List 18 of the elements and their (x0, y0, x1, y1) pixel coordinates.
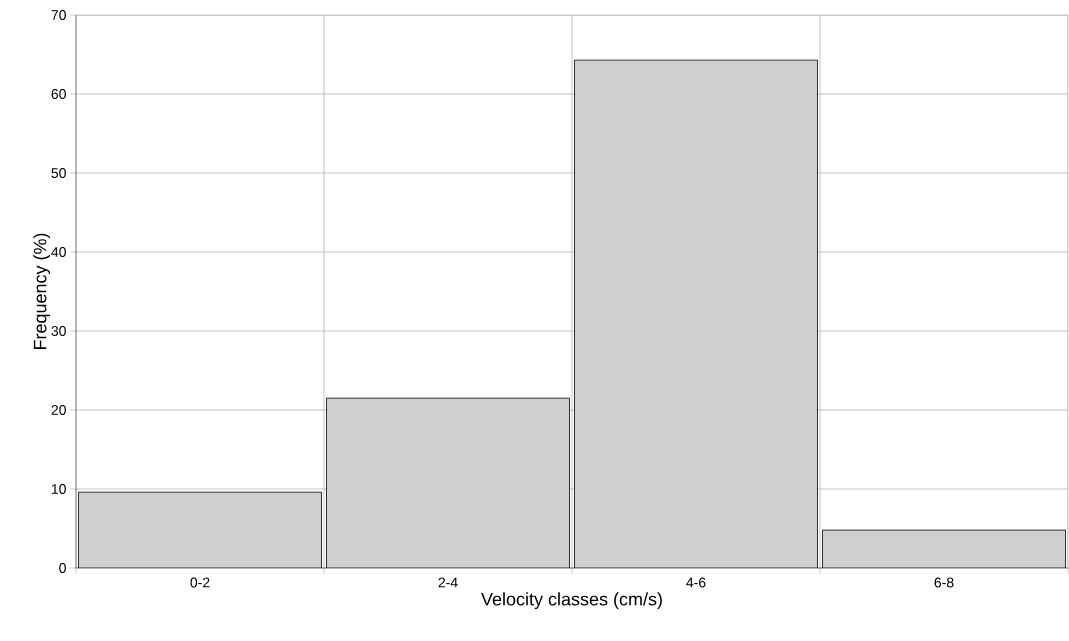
y-tick-label: 40 (51, 247, 66, 257)
bar (574, 59, 818, 568)
bar (326, 397, 570, 568)
x-tick-label: 0-2 (190, 577, 210, 588)
y-tick-label: 30 (51, 326, 66, 336)
x-tick-label: 6-8 (934, 577, 954, 588)
y-axis-title: Frequency (%) (33, 233, 51, 350)
y-tick-label: 70 (51, 10, 66, 20)
y-tick-label: 10 (51, 484, 66, 494)
y-tick-label: 20 (51, 405, 66, 415)
bar (78, 491, 322, 568)
y-tick-label: 60 (51, 89, 66, 99)
x-tick-label: 2-4 (438, 577, 458, 588)
y-tick-label: 50 (51, 168, 66, 178)
bar (822, 529, 1066, 568)
y-tick-label: 0 (59, 563, 66, 573)
x-tick-label: 4-6 (686, 577, 706, 588)
x-axis-title: Velocity classes (cm/s) (481, 592, 662, 610)
